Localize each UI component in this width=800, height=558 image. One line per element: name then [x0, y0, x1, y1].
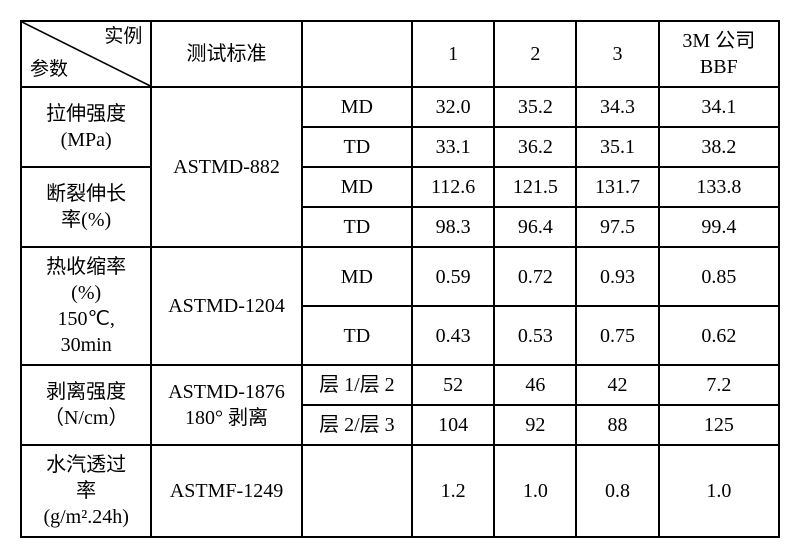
table-row: 水汽透过 率 (g/m².24h) ASTMF-1249 1.2 1.0 0.8…: [21, 445, 779, 537]
std-peel-l1: ASTMD-1876: [168, 381, 285, 403]
param-tensile: 拉伸强度 (MPa): [21, 87, 151, 167]
value-cell: 88: [576, 405, 658, 445]
header-col-3: 3: [576, 21, 658, 87]
value-cell: 131.7: [576, 167, 658, 207]
data-table-container: 实例 参数 测试标准 1 2 3 3M 公司 BBF 拉伸强度 (MPa) AS…: [20, 20, 780, 538]
param-tensile-l2: (MPa): [61, 129, 112, 151]
value-cell: 52: [412, 365, 494, 405]
material-properties-table: 实例 参数 测试标准 1 2 3 3M 公司 BBF 拉伸强度 (MPa) AS…: [20, 20, 780, 538]
value-cell: 7.2: [659, 365, 779, 405]
value-cell: 97.5: [576, 207, 658, 247]
table-row: 热收缩率 (%) 150℃, 30min ASTMD-1204 MD 0.59 …: [21, 247, 779, 306]
dir-cell: MD: [302, 87, 412, 127]
param-peel-l2: （N/cm）: [44, 407, 128, 429]
diagonal-header-cell: 实例 参数: [21, 21, 151, 87]
dir-cell: MD: [302, 167, 412, 207]
param-peel: 剥离强度 （N/cm）: [21, 365, 151, 445]
param-shrink-l2: (%): [71, 282, 101, 304]
value-cell: 0.43: [412, 306, 494, 365]
value-cell: 33.1: [412, 127, 494, 167]
value-cell: 42: [576, 365, 658, 405]
value-cell: 0.62: [659, 306, 779, 365]
value-cell: 92: [494, 405, 576, 445]
value-cell: 133.8: [659, 167, 779, 207]
param-shrink-l4: 30min: [61, 334, 112, 356]
dir-cell: TD: [302, 127, 412, 167]
value-cell: 34.3: [576, 87, 658, 127]
value-cell: 121.5: [494, 167, 576, 207]
std-astmf1249: ASTMF-1249: [151, 445, 301, 537]
value-cell: 0.53: [494, 306, 576, 365]
value-cell: 35.2: [494, 87, 576, 127]
table-row: 断裂伸长 率(%) MD 112.6 121.5 131.7 133.8: [21, 167, 779, 207]
dir-cell: TD: [302, 306, 412, 365]
value-cell: 38.2: [659, 127, 779, 167]
value-cell: 0.85: [659, 247, 779, 306]
value-cell: 0.75: [576, 306, 658, 365]
param-tensile-l1: 拉伸强度: [46, 103, 126, 125]
value-cell: 96.4: [494, 207, 576, 247]
value-cell: 0.8: [576, 445, 658, 537]
dir-cell: 层 2/层 3: [302, 405, 412, 445]
value-cell: 98.3: [412, 207, 494, 247]
std-peel-l2: 180° 剥离: [185, 407, 268, 429]
value-cell: 1.2: [412, 445, 494, 537]
value-cell: 99.4: [659, 207, 779, 247]
header-standard: 测试标准: [151, 21, 301, 87]
param-elong-l1: 断裂伸长: [46, 183, 126, 205]
value-cell: 0.93: [576, 247, 658, 306]
value-cell: 125: [659, 405, 779, 445]
value-cell: 46: [494, 365, 576, 405]
param-peel-l1: 剥离强度: [46, 381, 126, 403]
std-astmd1876: ASTMD-1876 180° 剥离: [151, 365, 301, 445]
header-col-1: 1: [412, 21, 494, 87]
value-cell: 32.0: [412, 87, 494, 127]
dir-cell: 层 1/层 2: [302, 365, 412, 405]
header-col-bbf: 3M 公司 BBF: [659, 21, 779, 87]
param-elongation: 断裂伸长 率(%): [21, 167, 151, 247]
value-cell: 36.2: [494, 127, 576, 167]
header-bbf-line1: 3M 公司: [682, 30, 755, 52]
value-cell: 35.1: [576, 127, 658, 167]
param-wvtr-l2: 率: [76, 480, 96, 502]
param-wvtr: 水汽透过 率 (g/m².24h): [21, 445, 151, 537]
value-cell: 1.0: [659, 445, 779, 537]
dir-cell: TD: [302, 207, 412, 247]
param-shrink-l3: 150℃,: [57, 308, 114, 330]
value-cell: 1.0: [494, 445, 576, 537]
table-row: 拉伸强度 (MPa) ASTMD-882 MD 32.0 35.2 34.3 3…: [21, 87, 779, 127]
value-cell: 0.72: [494, 247, 576, 306]
header-param-label: 参数: [30, 58, 68, 83]
std-astmd1204: ASTMD-1204: [151, 247, 301, 365]
value-cell: 104: [412, 405, 494, 445]
std-astmd882: ASTMD-882: [151, 87, 301, 247]
dir-cell: MD: [302, 247, 412, 306]
value-cell: 34.1: [659, 87, 779, 127]
header-bbf-line2: BBF: [700, 56, 738, 78]
header-col-2: 2: [494, 21, 576, 87]
table-header-row: 实例 参数 测试标准 1 2 3 3M 公司 BBF: [21, 21, 779, 87]
param-elong-l2: 率(%): [61, 209, 111, 231]
param-shrink-l1: 热收缩率: [46, 256, 126, 278]
header-direction-blank: [302, 21, 412, 87]
param-wvtr-l1: 水汽透过: [46, 454, 126, 476]
param-wvtr-l3: (g/m².24h): [43, 506, 128, 528]
dir-cell: [302, 445, 412, 537]
value-cell: 0.59: [412, 247, 494, 306]
header-example-label: 实例: [104, 25, 142, 50]
value-cell: 112.6: [412, 167, 494, 207]
param-shrink: 热收缩率 (%) 150℃, 30min: [21, 247, 151, 365]
table-row: 剥离强度 （N/cm） ASTMD-1876 180° 剥离 层 1/层 2 5…: [21, 365, 779, 405]
